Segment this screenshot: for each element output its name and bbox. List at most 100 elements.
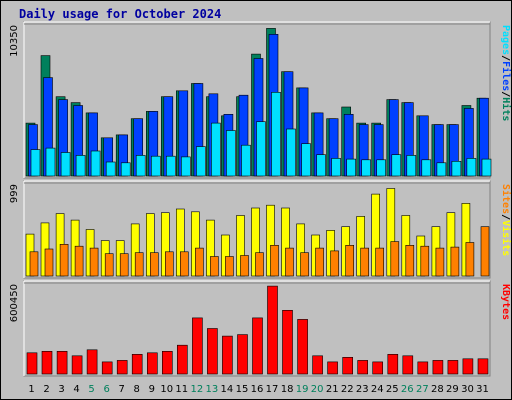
- bar-kbytes-day-5: [86, 349, 98, 375]
- bar-kbytes-day-21: [327, 361, 338, 375]
- legend-part: /: [500, 91, 511, 97]
- day-label-20: 20: [311, 384, 324, 395]
- bar-sites-day-24: [375, 247, 385, 277]
- legend-part: Pages: [500, 25, 511, 55]
- bar-sites-day-29: [450, 246, 460, 277]
- bar-pages-day-28: [436, 162, 447, 177]
- ymax-label-visitors: 999: [9, 184, 20, 203]
- bar-sites-day-3: [59, 244, 69, 277]
- bar-sites-day-19: [300, 252, 309, 277]
- bar-pages-day-1: [30, 149, 41, 177]
- bar-sites-day-30: [465, 242, 475, 277]
- day-label-28: 28: [431, 384, 444, 395]
- bar-sites-day-6: [104, 253, 114, 277]
- day-label-25: 25: [386, 384, 399, 395]
- bar-pages-day-24: [376, 159, 387, 177]
- bar-sites-day-26: [405, 245, 415, 277]
- bar-kbytes-day-26: [402, 355, 414, 375]
- bar-sites-day-31: [480, 226, 490, 277]
- bar-pages-day-2: [45, 147, 56, 177]
- bar-kbytes-day-11: [177, 344, 188, 375]
- legend-visitors: Sites/Visits: [500, 184, 512, 256]
- bar-kbytes-day-24: [372, 361, 384, 375]
- legend-part: Hits: [500, 97, 512, 121]
- bar-sites-day-9: [150, 252, 159, 277]
- day-label-12: 12: [191, 384, 204, 395]
- bar-kbytes-day-17: [267, 285, 278, 375]
- bar-sites-day-5: [89, 247, 99, 277]
- ymax-label-kbytes: 600450: [9, 284, 20, 322]
- bar-kbytes-day-18: [282, 309, 293, 375]
- day-label-2: 2: [43, 384, 49, 395]
- bar-sites-day-7: [119, 253, 129, 277]
- day-label-14: 14: [221, 384, 234, 395]
- bar-kbytes-day-28: [432, 360, 444, 375]
- bar-kbytes-day-6: [101, 361, 113, 375]
- bar-kbytes-day-12: [192, 317, 203, 375]
- bar-kbytes-day-10: [162, 350, 173, 375]
- bar-sites-day-8: [134, 252, 144, 277]
- day-label-21: 21: [326, 384, 339, 395]
- day-label-30: 30: [461, 384, 474, 395]
- bar-pages-day-12: [196, 146, 206, 177]
- bar-pages-day-20: [316, 154, 326, 177]
- bar-pages-day-10: [166, 155, 176, 177]
- bar-sites-day-2: [44, 248, 54, 277]
- legend-part: /: [500, 55, 511, 61]
- chart-title: Daily usage for October 2024: [19, 7, 222, 21]
- bar-kbytes-day-8: [131, 353, 143, 375]
- bar-sites-day-11: [180, 251, 189, 277]
- bar-kbytes-day-22: [342, 356, 354, 375]
- day-label-26: 26: [401, 384, 414, 395]
- bar-pages-day-30: [466, 158, 477, 177]
- bar-pages-day-8: [135, 155, 146, 177]
- bar-sites-day-28: [435, 247, 445, 277]
- legend-part: KBytes: [500, 284, 511, 320]
- bar-sites-day-10: [165, 251, 174, 277]
- bar-pages-day-31: [481, 158, 492, 177]
- day-label-15: 15: [236, 384, 249, 395]
- bar-pages-day-17: [271, 92, 281, 177]
- bar-pages-day-29: [451, 161, 462, 177]
- bar-kbytes-day-31: [477, 358, 489, 375]
- legend-part: Files: [500, 61, 512, 91]
- day-label-17: 17: [266, 384, 279, 395]
- day-label-1: 1: [28, 384, 34, 395]
- bar-kbytes-day-19: [297, 319, 308, 375]
- bar-sites-day-4: [74, 245, 84, 277]
- day-label-29: 29: [446, 384, 459, 395]
- bar-sites-day-23: [360, 247, 370, 277]
- bar-kbytes-day-14: [222, 335, 233, 375]
- bar-pages-day-18: [286, 128, 296, 177]
- bar-kbytes-day-7: [116, 360, 128, 375]
- legend-kbytes: KBytes: [500, 284, 511, 320]
- bar-sites-day-16: [255, 252, 264, 277]
- bar-kbytes-day-20: [312, 355, 323, 375]
- bar-kbytes-day-29: [447, 360, 459, 375]
- legend-part: /: [500, 214, 511, 220]
- bar-pages-day-22: [346, 158, 357, 177]
- day-label-4: 4: [73, 384, 79, 395]
- day-label-16: 16: [251, 384, 264, 395]
- bar-pages-day-11: [181, 156, 191, 177]
- bar-kbytes-day-4: [71, 355, 83, 375]
- bar-kbytes-day-9: [147, 352, 158, 375]
- bar-sites-day-13: [210, 256, 219, 277]
- bar-pages-day-6: [105, 161, 116, 177]
- bar-kbytes-day-1: [26, 352, 38, 375]
- bar-sites-day-1: [29, 251, 39, 277]
- bar-kbytes-day-27: [417, 361, 429, 375]
- bar-pages-day-14: [226, 130, 236, 177]
- bar-kbytes-day-2: [41, 350, 53, 375]
- ymax-label-requests: 10350: [9, 25, 20, 57]
- bar-sites-day-15: [240, 255, 249, 277]
- bar-kbytes-day-16: [252, 317, 263, 375]
- day-label-22: 22: [341, 384, 354, 395]
- bar-kbytes-day-3: [56, 350, 68, 375]
- bar-pages-day-4: [75, 155, 86, 177]
- bar-sites-day-27: [420, 245, 430, 277]
- bar-kbytes-day-13: [207, 328, 218, 375]
- bar-sites-day-25: [390, 241, 400, 277]
- bar-sites-day-21: [330, 250, 339, 277]
